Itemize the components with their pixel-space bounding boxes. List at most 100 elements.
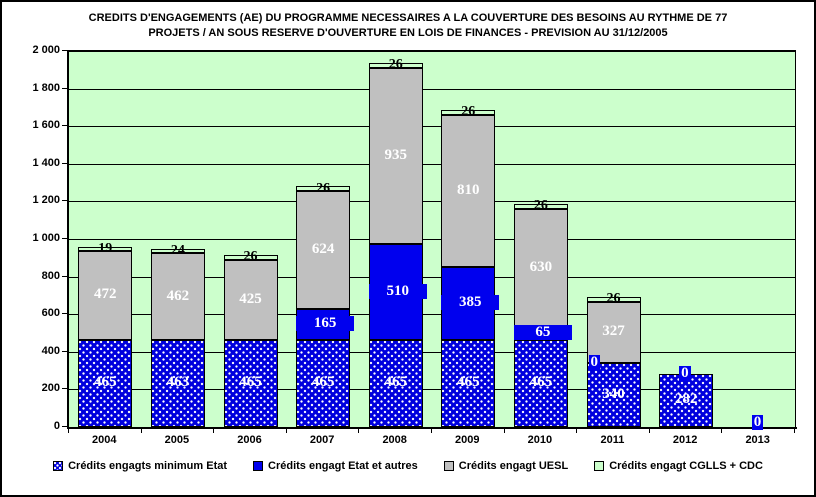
bar-label-2007-series1: 165 (296, 316, 355, 332)
x-tick-mark (794, 428, 795, 433)
chart-title-line2: PROJETS / AN SOUS RESERVE D'OUVERTURE EN… (148, 27, 668, 39)
y-tick-label: 1 000 (32, 232, 60, 244)
legend-label: Crédits engagt UESL (458, 460, 569, 472)
bar-label-2007-series2: 624 (311, 240, 335, 257)
y-tick-label: 800 (41, 269, 60, 282)
legend-marker-icon (53, 461, 64, 471)
bar-segment-2006-series0[interactable] (223, 339, 278, 427)
x-category-label-2007: 2007 (309, 434, 335, 446)
chart-title: CREDITS D'ENGAGEMENTS (AE) DU PROGRAMME … (2, 11, 814, 41)
legend-marker-icon (443, 461, 454, 471)
bar-segment-2004-series2[interactable] (78, 250, 133, 340)
x-tick-mark (68, 428, 69, 433)
gridline (69, 389, 795, 391)
bar-segment-2010-series2[interactable] (513, 208, 568, 328)
bar-segment-2010-series3[interactable] (513, 204, 568, 209)
bar-segment-2005-series0[interactable] (150, 339, 205, 427)
bar-label-2007-series3: 26 (316, 180, 331, 196)
bar-segment-2009-series3[interactable] (441, 110, 496, 115)
legend-item-series0[interactable]: Crédits engagts minimum Etat (53, 460, 227, 472)
y-tick-mark (62, 125, 68, 127)
y-tick-mark (62, 200, 68, 202)
bar-label-2010-series0: 465 (529, 374, 553, 391)
bar-segment-2011-series2[interactable] (586, 301, 641, 364)
bar-segment-2007-series0[interactable] (296, 339, 351, 427)
gridline (69, 314, 795, 316)
x-tick-mark (721, 428, 723, 433)
legend-label: Crédits engagts minimum Etat (68, 460, 228, 472)
legend-label: Crédits engagt CGLLS + CDC (609, 460, 763, 472)
x-tick-mark (648, 428, 650, 433)
bar-segment-2012-series0[interactable] (659, 373, 714, 427)
legend-marker-icon (594, 461, 605, 471)
bar-segment-2009-series0[interactable] (441, 339, 496, 427)
bar-segment-2007-series2[interactable] (296, 191, 351, 309)
x-category-label-2004: 2004 (92, 434, 117, 446)
bar-segment-2010-series0[interactable] (513, 339, 568, 427)
x-tick-mark (503, 428, 505, 433)
bar-segment-2008-series0[interactable] (368, 339, 423, 427)
y-tick-mark (62, 388, 68, 390)
bar-label-2006-series2: 425 (239, 290, 262, 307)
bar-segment-2008-series2[interactable] (368, 67, 423, 244)
bar-segment-2006-series2[interactable] (223, 259, 278, 340)
chart-legend[interactable]: Crédits engagts minimum Etat Crédits enga… (2, 460, 814, 472)
chart-title-line1: CREDITS D'ENGAGEMENTS (AE) DU PROGRAMME … (88, 12, 728, 24)
y-tick-label: 1 200 (32, 194, 60, 207)
bar-label-2010-series3: 26 (533, 198, 548, 214)
y-tick-mark (62, 238, 68, 239)
bar-label-2004-series3: 19 (98, 241, 113, 257)
y-tick-mark (62, 313, 68, 315)
plot-area[interactable]: 465 472 19 463 462 24 465 425 26 465 165 624 26 465 51… (67, 50, 797, 430)
x-tick-mark (576, 428, 578, 433)
x-category-label-2011: 2011 (600, 434, 625, 446)
x-category-label-2006: 2006 (237, 434, 262, 446)
legend-item-series3[interactable]: Crédits engagt CGLLS + CDC (594, 460, 763, 472)
y-tick-label: 2 000 (32, 44, 60, 56)
y-tick-mark (62, 275, 68, 277)
bar-label-2005-series2: 462 (166, 287, 190, 304)
bar-label-2009-series0: 465 (457, 374, 480, 391)
gridline (69, 51, 795, 52)
x-tick-mark (213, 428, 215, 433)
bar-label-2009-series1: 385 (441, 295, 500, 311)
bar-label-2012-series1: 0 (679, 364, 691, 381)
bar-segment-2005-series3[interactable] (150, 248, 205, 254)
y-tick-mark (62, 350, 68, 352)
bar-label-2008-series0: 465 (384, 374, 407, 391)
y-axis-line (67, 51, 69, 429)
bar-label-2011-series0: 340 (602, 386, 625, 403)
bar-segment-2007-series3[interactable] (296, 186, 351, 192)
y-tick-mark (62, 426, 68, 427)
gridline (69, 163, 795, 165)
bar-label-2011-series2: 327 (602, 323, 625, 340)
x-category-label-2010: 2010 (527, 434, 553, 446)
bar-label-2008-series3: 26 (388, 57, 403, 73)
bar-segment-2008-series3[interactable] (368, 63, 423, 68)
bar-segment-2011-series3[interactable] (586, 296, 641, 302)
bar-label-2009-series3: 26 (461, 104, 476, 120)
gridline (69, 201, 795, 203)
y-tick-label: 1 800 (32, 81, 60, 94)
y-tick-label: 200 (41, 382, 60, 395)
bar-label-2007-series0: 465 (311, 374, 335, 391)
x-tick-mark (140, 428, 142, 433)
y-tick-label: 600 (41, 307, 60, 320)
bar-segment-2004-series0[interactable] (78, 339, 133, 427)
legend-item-series1[interactable]: Crédits engagt Etat et autres (253, 460, 418, 472)
gridline (69, 126, 795, 128)
bar-segment-2005-series2[interactable] (150, 253, 205, 340)
bar-label-2013-series1: 0 (751, 414, 764, 430)
bar-label-2011-series3: 26 (606, 291, 621, 307)
bar-label-2005-series3: 24 (170, 242, 185, 258)
bar-label-2004-series2: 472 (94, 286, 117, 303)
legend-item-series2[interactable]: Crédits engagt UESL (443, 460, 569, 472)
y-tick-mark (62, 87, 68, 89)
bar-segment-2011-series0[interactable] (586, 363, 641, 427)
bar-segment-2004-series3[interactable] (78, 247, 133, 251)
bar-label-2006-series0: 465 (239, 374, 262, 391)
bar-segment-2006-series3[interactable] (223, 254, 278, 260)
bar-segment-2009-series2[interactable] (441, 114, 496, 268)
bar-label-2006-series3: 26 (243, 249, 258, 265)
x-axis-line (67, 427, 797, 429)
